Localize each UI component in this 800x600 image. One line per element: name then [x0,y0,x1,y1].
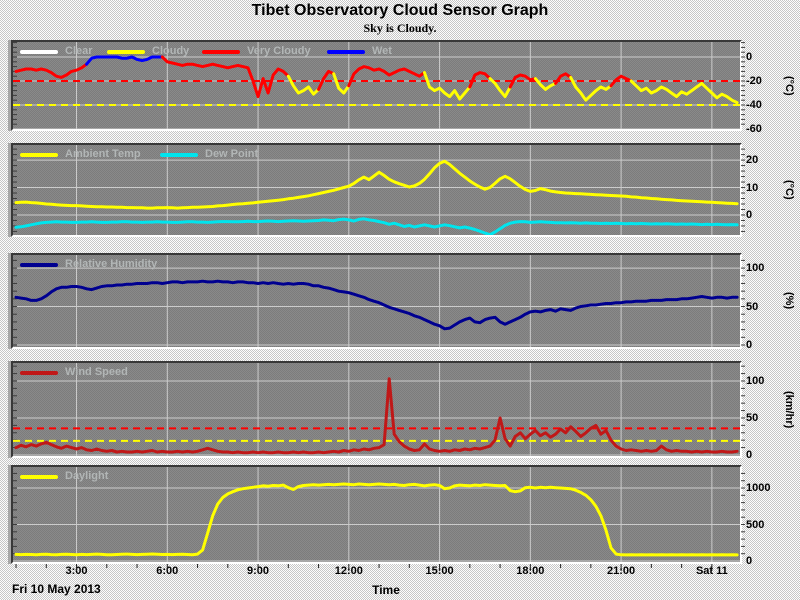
y-tick-label: 100 [746,262,765,275]
x-tick-label: 6:00 [156,565,179,577]
page-title: Tibet Observatory Cloud Sensor Graph [251,2,549,19]
legend-label: Very Cloudy [247,45,311,57]
legend-label: Ambient Temp [65,148,141,160]
plot-temperature [13,145,740,235]
y-tick-label: 50 [746,300,759,313]
legend-label: Clear [65,45,93,57]
plot-humidity [13,255,740,347]
y-tick-label: 100 [746,374,765,387]
legend-line-swatch [202,49,240,54]
y-axis-unit-label: (°C) [779,42,799,129]
y-tick-label: 10 [746,181,759,194]
y-axis-unit-text: (%) [783,292,795,310]
y-tick-label: 0 [746,339,753,351]
y-tick-label: 500 [746,518,765,531]
panel-temperature: Ambient Temp Dew Point [11,143,742,237]
legend-item-dew-point: Dew Point [160,148,258,161]
legend-label: Wind Speed [65,366,128,378]
legend-item-clear: Clear [20,45,93,58]
legend-label: Daylight [65,470,109,482]
panel-wind: Wind Speed [11,361,742,458]
x-tick-label: 18:00 [516,565,545,577]
panel-humidity: Relative Humidity [11,253,742,349]
y-axis-unit-label: (km/hr) [779,363,799,456]
x-tick-label: 15:00 [425,565,454,577]
legend-label: Dew Point [205,148,259,160]
y-axis-unit-text: (°C) [783,180,795,200]
x-tick-label: Sat 11 [695,565,728,577]
legend-line-swatch [327,49,365,54]
x-tick-label: 9:00 [247,565,270,577]
x-axis-title: Time [372,583,400,597]
y-tick-label: 20 [746,154,759,167]
y-tick-label: 0 [746,51,753,63]
plot-wind [13,363,740,456]
legend-item-ambient-temp: Ambient Temp [20,148,141,161]
x-tick-label: 12:00 [334,565,363,577]
y-axis-unit-text: (km/hr) [783,390,795,429]
panel-daylight: Daylight [11,465,742,564]
legend-line-swatch [160,152,198,157]
date-label: Fri 10 May 2013 [12,582,101,596]
legend-label: Wet [372,45,392,57]
legend-label: Relative Humidity [65,258,158,270]
legend-label: Cloudy [152,45,190,57]
plot-cloud [13,42,740,129]
legend-line-swatch [107,49,145,54]
legend-line-swatch [20,262,58,267]
y-tick-label: 0 [746,208,753,221]
y-tick-label: -20 [746,75,762,87]
legend-item-wet: Wet [327,45,392,58]
y-axis-unit-text: (°C) [783,75,795,96]
sky-status-text: Sky is Cloudy. [363,21,437,35]
y-tick-label: 50 [746,411,759,424]
y-tick-label: 1000 [746,482,771,495]
legend-item-wind-speed: Wind Speed [20,366,128,379]
y-tick-label: -60 [746,123,762,135]
panel-cloud: Clear Cloudy Very Cloudy Wet [11,40,742,131]
legend-item-very-cloudy: Very Cloudy [202,45,311,58]
y-tick-label: 0 [746,555,753,567]
y-axis-unit-label: (°C) [779,145,799,235]
legend-item-cloudy: Cloudy [107,45,189,58]
y-tick-label: 0 [746,448,753,461]
y-tick-label: -40 [746,99,762,111]
plot-daylight [13,467,740,562]
x-tick-label: 3:00 [65,565,88,577]
y-axis-unit-label: (%) [779,255,799,347]
legend-line-swatch [20,474,58,479]
legend-item-relative-humidity: Relative Humidity [20,258,157,271]
legend-line-swatch [20,49,58,54]
legend-line-swatch [20,370,58,375]
x-tick-label: 21:00 [607,565,636,577]
legend-line-swatch [20,152,58,157]
legend-item-daylight: Daylight [20,470,108,483]
